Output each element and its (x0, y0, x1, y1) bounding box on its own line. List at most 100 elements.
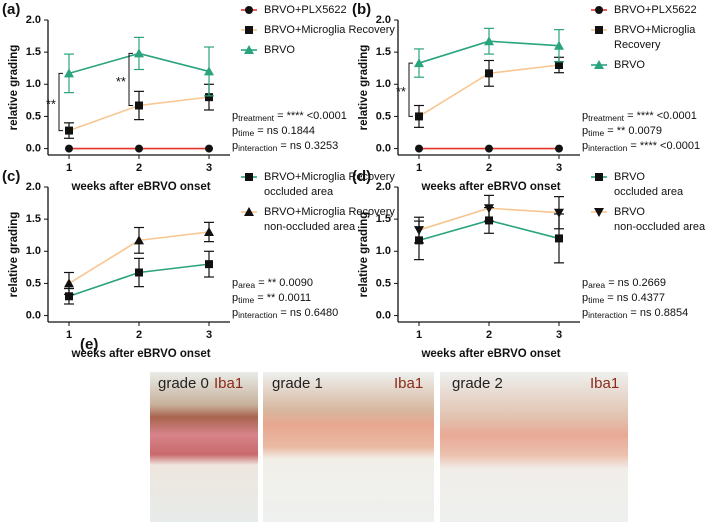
stat-text: = ns 0.8854 (627, 307, 688, 319)
stat-subscript: treatment (238, 113, 275, 123)
legend-label: BRVO+PLX5622 (614, 4, 697, 16)
marker (244, 45, 254, 54)
stat-text: = ns 0.6480 (277, 307, 338, 319)
x-tick-label: 2 (486, 329, 492, 341)
marker (205, 93, 213, 102)
stat-symbol: p (582, 292, 588, 304)
stat-line: parea = ** 0.0090 (232, 277, 313, 290)
legend-label: BRVO occluded area (614, 171, 684, 198)
marker (415, 144, 423, 153)
histology-image (150, 372, 258, 522)
legend-swatch (591, 173, 607, 181)
marker (135, 101, 143, 110)
stat-subscript: time (238, 295, 254, 305)
y-tick-label: 1.0 (376, 245, 391, 257)
legend-label: BRVO+Microglia Recovery non-occluded are… (264, 206, 395, 233)
x-tick-label: 1 (66, 329, 72, 341)
stat-symbol: p (232, 110, 238, 122)
histology-image (263, 372, 434, 522)
stat-text: = **** <0.0001 (274, 110, 347, 122)
stat-symbol: p (582, 307, 588, 319)
stat-text: = ns 0.2669 (605, 277, 666, 289)
marker (65, 292, 73, 301)
stat-line: ptime = ** 0.0079 (582, 125, 662, 138)
image-label: grade 2 (452, 375, 503, 392)
stat-line: pinteraction = ns 0.3253 (232, 140, 338, 153)
y-tick-label: 0.5 (376, 277, 391, 289)
legend-item: BRVO occluded area (590, 170, 705, 200)
marker (414, 226, 424, 236)
significance-bracket (58, 72, 63, 132)
panel: (b) 0.0 0.5 1.0 1.5 2.0 1 2 3 weeks after eBRVO o… (352, 1, 700, 193)
stat-symbol: p (582, 140, 588, 152)
legend-swatch (241, 6, 257, 14)
stat-text: = ns 0.3253 (277, 140, 338, 152)
legend-label: BRVO+Microglia Recovery (614, 24, 696, 51)
x-axis-label: weeks after eBRVO onset (70, 348, 210, 360)
histology-image (440, 372, 628, 522)
stat-symbol: p (232, 307, 238, 319)
significance-label: ** (46, 96, 56, 111)
stat-line: ptreatment = **** <0.0001 (582, 110, 697, 123)
marker (204, 66, 214, 76)
panel: (d) 0.0 0.5 1.0 1.5 2.0 1 2 3 weeks after eBRVO o… (352, 168, 688, 360)
marker (594, 208, 604, 217)
y-tick-label: 1.0 (376, 78, 391, 90)
stat-line: pinteraction = ns 0.8854 (582, 307, 688, 320)
legend: BRVO+Microglia Recovery occluded area BRV… (240, 170, 395, 240)
legend-swatch (241, 173, 257, 181)
y-axis-label: relative grading (358, 45, 370, 131)
x-tick-label: 2 (486, 162, 492, 174)
legend-label: BRVO (264, 44, 295, 56)
y-tick-label: 1.0 (26, 245, 41, 257)
stat-symbol: p (582, 125, 588, 137)
panel-label: (d) (352, 168, 371, 185)
x-tick-label: 1 (416, 329, 422, 341)
panel: (a) 0.0 0.5 1.0 1.5 2.0 1 2 3 weeks after eBRVO o… (2, 1, 347, 193)
marker (595, 173, 603, 181)
y-tick-label: 0.0 (26, 142, 41, 154)
y-axis-label: relative grading (8, 45, 20, 131)
stat-text: = ns 0.1844 (254, 125, 315, 137)
marker (205, 144, 213, 153)
stat-line: ptime = ns 0.1844 (232, 125, 315, 138)
legend: BRVO+PLX5622 BRVO+Microglia Recovery BRVO (590, 3, 709, 78)
legend: BRVO+PLX5622 BRVO+Microglia Recovery BRVO (240, 3, 395, 63)
legend-item: BRVO+Microglia Recovery (240, 23, 395, 38)
legend-label: BRVO (614, 59, 645, 71)
marker (595, 6, 603, 14)
marker (205, 260, 213, 269)
marker (245, 173, 253, 181)
stat-line: ptime = ** 0.0011 (232, 292, 311, 305)
marker (244, 207, 254, 216)
y-tick-label: 1.5 (376, 213, 391, 225)
legend-label: BRVO+Microglia Recovery occluded area (264, 171, 395, 198)
y-tick-label: 1.5 (26, 213, 41, 225)
stat-subscript: time (588, 295, 604, 305)
stat-line: parea = ns 0.2669 (582, 277, 666, 290)
marker (415, 112, 423, 121)
y-tick-label: 2.0 (376, 14, 391, 26)
stat-symbol: p (232, 125, 238, 137)
legend-item: BRVO+Microglia Recovery occluded area (240, 170, 395, 200)
significance-label: ** (116, 74, 126, 89)
marker (554, 40, 564, 50)
legend-swatch (591, 6, 607, 14)
legend-swatch (241, 207, 257, 216)
stat-line: ptime = ns 0.4377 (582, 292, 665, 305)
stat-subscript: interaction (588, 310, 627, 320)
legend-item: BRVO+Microglia Recovery non-occluded are… (240, 205, 395, 235)
significance-label: ** (396, 84, 406, 99)
panel-label: (c) (2, 168, 20, 185)
y-tick-label: 2.0 (376, 181, 391, 193)
stat-subscript: interaction (588, 143, 627, 153)
legend-label: BRVO+PLX5622 (264, 4, 347, 16)
y-tick-label: 2.0 (26, 14, 41, 26)
stain-label: Iba1 (214, 375, 243, 392)
panel-label: (e) (80, 336, 98, 353)
marker (135, 144, 143, 153)
x-tick-label: 3 (206, 162, 212, 174)
marker (245, 6, 253, 14)
y-tick-label: 0.0 (376, 309, 391, 321)
